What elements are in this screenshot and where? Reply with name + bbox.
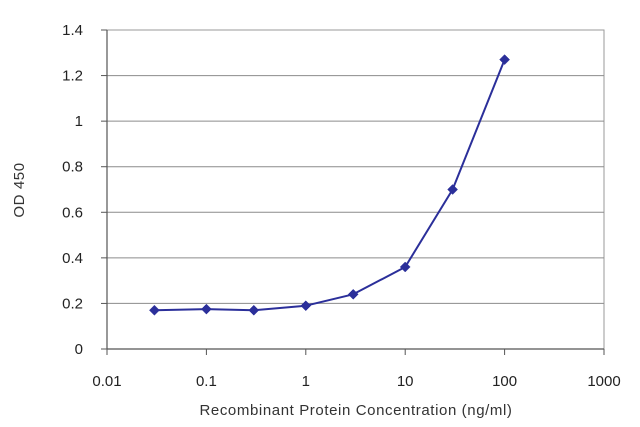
data-point-marker [499,54,510,65]
x-axis-title: Recombinant Protein Concentration (ng/ml… [199,402,512,419]
y-tick-label: 0.2 [62,295,83,312]
plot-area [106,29,605,350]
y-tick-label: 0.4 [62,250,83,267]
y-tick-label: 0 [75,341,83,358]
data-point-marker [447,184,458,195]
y-tick-label: 1 [75,113,83,130]
x-tick-label: 100 [492,373,517,390]
data-point-marker [201,303,212,315]
x-tick-label: 10 [397,373,414,390]
x-tick-label: 0.1 [196,373,217,390]
x-tick-label: 0.01 [92,373,121,390]
series-line [154,59,506,312]
y-tick-label: 0.8 [62,159,83,176]
x-tick-labels: 0.01 0.1 1 10 100 1000 [92,349,621,390]
y-tick-label: 0.6 [62,204,83,221]
y-axis-title: OD 450 [11,162,28,217]
x-tick-label: 1000 [587,373,620,390]
y-tick-labels: 0 0.2 0.4 0.6 0.8 1 1.2 1.4 [62,22,107,358]
y-tick-label: 1.4 [62,22,83,39]
gridlines [107,75,604,304]
x-tick-label: 1 [302,373,310,390]
data-point-marker [399,261,411,273]
data-point-marker [149,304,160,316]
y-tick-label: 1.2 [62,68,83,85]
data-point-marker [347,288,359,300]
axes [106,30,604,350]
series-layer [149,54,510,316]
data-point-marker [248,304,260,316]
data-point-marker [300,300,312,312]
